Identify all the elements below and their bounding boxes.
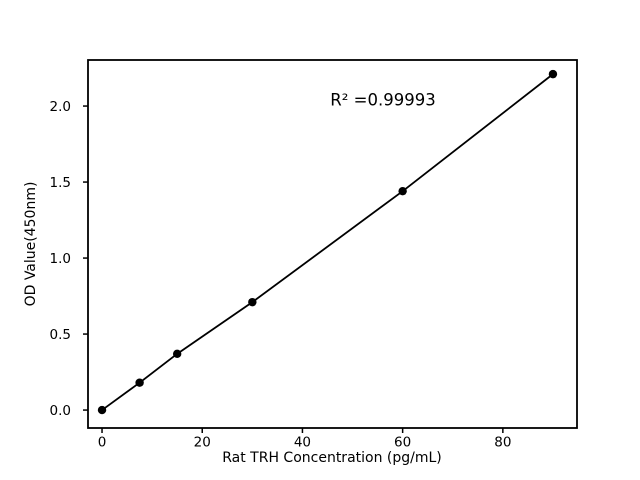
data-point	[172, 349, 182, 359]
data-point	[548, 69, 558, 79]
data-point	[97, 405, 107, 415]
x-tick-label: 0	[98, 435, 107, 451]
y-tick-label: 2.0	[50, 99, 71, 115]
x-tick-label: 40	[294, 435, 311, 451]
x-tick-label: 20	[194, 435, 211, 451]
axes-frame	[87, 59, 578, 429]
y-tick-label: 0.5	[50, 327, 71, 343]
x-axis-label: Rat TRH Concentration (pg/mL)	[222, 450, 442, 466]
y-tick-label: 1.5	[50, 175, 71, 191]
y-axis-label: OD Value(450nm)	[23, 181, 39, 307]
r-squared-annotation: R² =0.99993	[330, 90, 436, 110]
data-point	[398, 186, 407, 196]
x-tick-label: 60	[394, 435, 411, 451]
x-tick-label: 80	[494, 435, 511, 451]
y-tick-label: 1.0	[50, 251, 71, 267]
standard-curve-line	[101, 73, 554, 411]
y-tick-label: 0.0	[50, 403, 71, 419]
data-point	[135, 378, 144, 387]
data-point	[248, 297, 257, 307]
